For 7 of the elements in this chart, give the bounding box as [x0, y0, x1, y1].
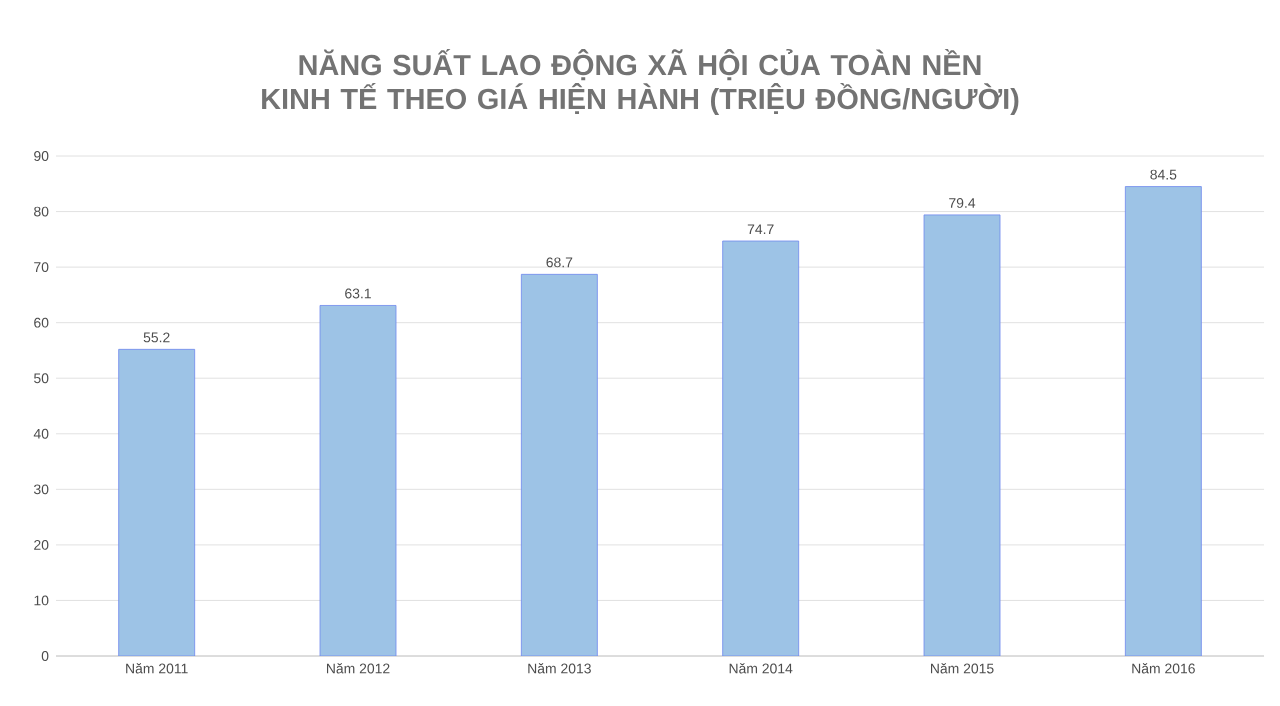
bar	[923, 214, 1001, 656]
bar	[722, 240, 800, 656]
chart-title: NĂNG SUẤT LAO ĐỘNG XÃ HỘI CỦA TOÀN NỀN KINH TẾ THEO GIÁ HIỆN HÀNH (TRIỆU ĐỒNG/NGƯỜI)	[262, 49, 1019, 115]
bar	[520, 273, 598, 656]
bar	[319, 305, 397, 656]
bar	[1124, 186, 1202, 656]
bar	[118, 348, 196, 656]
